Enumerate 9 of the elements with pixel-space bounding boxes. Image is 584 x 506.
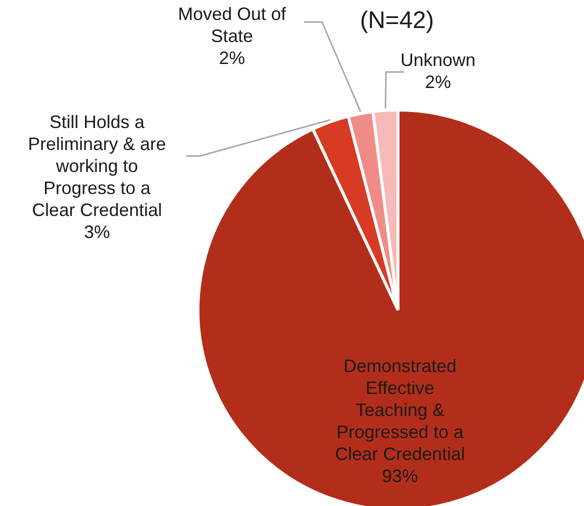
slice-label: Moved Out of State: [178, 4, 288, 46]
slice-label: Unknown: [400, 50, 476, 70]
slice-label: Still Holds a Preliminary & are working to Progress to a Clear Credential: [28, 112, 166, 220]
data-label: 2%: [424, 72, 452, 92]
chart-title: (N=42): [360, 7, 434, 34]
slice-label: Demonstrated Effective Teaching & Progressed to a Clear Credential: [334, 356, 466, 464]
data-label: 93%: [382, 466, 418, 486]
data-label: 2%: [218, 48, 246, 68]
data-label: 3%: [84, 222, 110, 242]
